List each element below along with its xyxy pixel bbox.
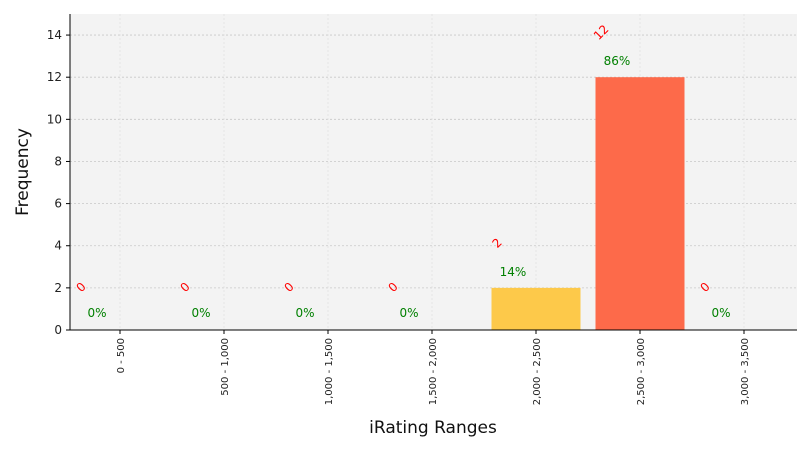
y-tick-label: 14 bbox=[47, 28, 62, 42]
percent-label: 0% bbox=[191, 306, 210, 320]
x-tick-label: 1,500 - 2,000 bbox=[428, 338, 439, 405]
y-tick-label: 6 bbox=[54, 197, 62, 211]
y-tick-label: 0 bbox=[54, 323, 62, 337]
y-axis-title: Frequency bbox=[13, 128, 33, 216]
x-tick-label: 3,000 - 3,500 bbox=[740, 338, 751, 405]
percent-label: 86% bbox=[604, 54, 631, 68]
x-tick-label: 0 - 500 bbox=[116, 338, 127, 373]
x-ticks: 0 - 500 500 - 1,000 1,000 - 1,500 1,500 - 2… bbox=[116, 330, 751, 405]
x-tick-label: 500 - 1,000 bbox=[220, 338, 231, 396]
y-ticks: 0 2 4 6 8 10 12 14 bbox=[47, 28, 70, 337]
percent-label: 0% bbox=[87, 306, 106, 320]
x-tick-label: 1,000 - 1,500 bbox=[324, 338, 335, 405]
percent-label: 0% bbox=[399, 306, 418, 320]
bar bbox=[595, 77, 685, 330]
y-tick-label: 4 bbox=[54, 239, 62, 253]
x-axis-title: iRating Ranges bbox=[369, 418, 497, 438]
y-tick-label: 10 bbox=[47, 112, 62, 126]
y-tick-label: 2 bbox=[54, 281, 62, 295]
percent-label: 0% bbox=[295, 306, 314, 320]
y-tick-label: 8 bbox=[54, 154, 62, 168]
percent-label: 0% bbox=[711, 306, 730, 320]
x-tick-label: 2,000 - 2,500 bbox=[532, 338, 543, 405]
percent-label: 14% bbox=[500, 265, 527, 279]
bar bbox=[491, 287, 581, 330]
bars bbox=[491, 77, 685, 330]
x-tick-label: 2,500 - 3,000 bbox=[636, 338, 647, 405]
y-tick-label: 12 bbox=[47, 70, 62, 84]
